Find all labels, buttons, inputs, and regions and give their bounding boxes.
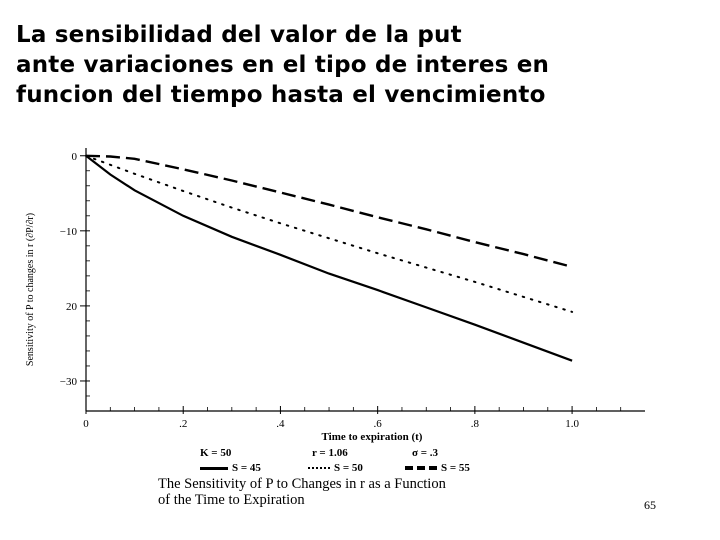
x-axis-label: Time to expiration (t) <box>322 431 423 443</box>
x-tick-label: 1.0 <box>565 418 579 430</box>
title-line-2: ante variaciones en el tipo de interes e… <box>16 52 550 78</box>
legend-label-s50: S = 50 <box>334 462 363 474</box>
legend-item-s55: S = 55 <box>405 462 470 474</box>
figure-caption: The Sensitivity of P to Changes in r as … <box>158 476 588 508</box>
legend-item-s45: S = 45 <box>200 462 261 474</box>
page-number: 65 <box>644 498 656 512</box>
slide-title: La sensibilidad del valor de la put ante… <box>16 20 706 110</box>
legend-swatch-dotted <box>308 467 330 470</box>
series-line-1 <box>85 154 573 362</box>
param-k: K = 50 <box>200 447 232 459</box>
chart-parameters: K = 50 r = 1.06 σ = .3 S = 45 S = 50 S =… <box>200 447 520 477</box>
param-sigma: σ = .3 <box>412 447 439 459</box>
legend-item-s50: S = 50 <box>308 462 363 474</box>
legend-label-s55: S = 55 <box>441 462 470 474</box>
x-tick-label: .2 <box>179 418 187 430</box>
x-tick-label: .6 <box>374 418 383 430</box>
x-tick-label: .8 <box>471 418 480 430</box>
legend-swatch-solid <box>200 466 228 470</box>
y-tick-label: −10 <box>60 226 78 238</box>
title-line-3: funcion del tiempo hasta el vencimiento <box>16 82 546 108</box>
y-tick-label: −30 <box>60 376 78 388</box>
series-line-3 <box>85 154 573 269</box>
y-axis-label: Sensitivity of P to changes in r (∂P/∂r) <box>25 213 36 366</box>
series-line-2 <box>85 154 574 313</box>
x-tick-label: 0 <box>83 418 89 430</box>
caption-line-1: The Sensitivity of P to Changes in r as … <box>158 476 446 492</box>
param-r: r = 1.06 <box>312 447 348 459</box>
title-line-1: La sensibilidad del valor de la put <box>16 22 462 48</box>
y-tick-label: 0 <box>72 151 78 163</box>
legend-label-s45: S = 45 <box>232 462 261 474</box>
caption-line-2: of the Time to Expiration <box>158 492 305 508</box>
x-tick-label: .4 <box>276 418 285 430</box>
legend-swatch-dashed <box>405 466 437 471</box>
y-tick-label: 20 <box>66 301 78 313</box>
